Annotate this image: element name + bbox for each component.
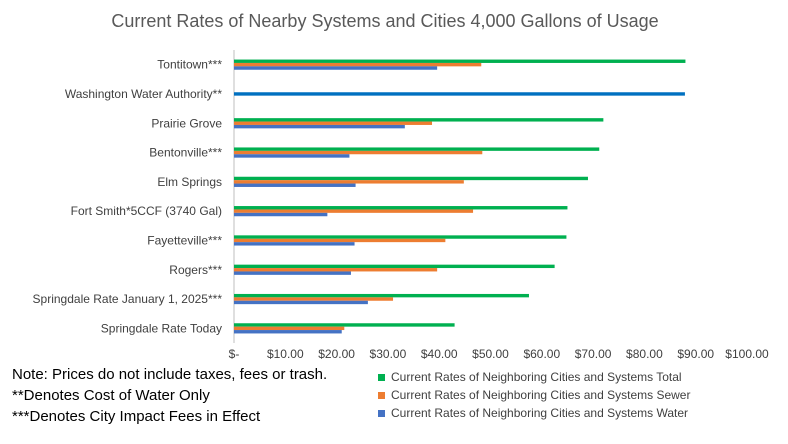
legend-label-water: Current Rates of Neighboring Cities and …	[391, 406, 689, 420]
bar-water-tontitown	[234, 66, 438, 70]
legend-swatch-total	[378, 373, 385, 381]
chart-title: Current Rates of Nearby Systems and Citi…	[111, 11, 658, 31]
x-tick-label: $-	[229, 347, 240, 361]
bar-total-fort-smith-5ccf-3740-gal	[234, 206, 568, 210]
bar-total-tontitown	[234, 59, 686, 63]
bar-sewer-rogers	[234, 268, 438, 272]
category-labels: Tontitown*** Washington Water Authority**…	[33, 58, 223, 336]
bars-layer	[234, 59, 686, 334]
bar-water-fayetteville	[234, 242, 355, 246]
bar-water-elm-springs	[234, 183, 356, 187]
bar-sewer-bentonville	[234, 150, 483, 155]
bar-sewer-elm-springs	[234, 180, 464, 184]
x-tick-label: $100.00	[725, 347, 769, 361]
bar-total-rogers	[234, 264, 555, 269]
category-label-springdale-rate-january-1-2025: Springdale Rate January 1, 2025***	[33, 292, 223, 306]
bar-water-fort-smith-5ccf-3740-gal	[234, 212, 328, 217]
x-tick-label: $70.00	[575, 347, 612, 361]
bar-sewer-prairie-grove	[234, 121, 433, 125]
category-label-washington-water-authority: Washington Water Authority**	[65, 87, 223, 101]
x-tick-label: $50.00	[472, 347, 509, 361]
bar-total-fayetteville	[234, 235, 567, 239]
bar-sewer-fort-smith-5ccf-3740-gal	[234, 209, 474, 213]
legend-label-sewer: Current Rates of Neighboring Cities and …	[391, 388, 691, 402]
legend-label-total: Current Rates of Neighboring Cities and …	[391, 370, 682, 384]
category-label-elm-springs: Elm Springs	[157, 175, 222, 189]
bar-water-rogers	[234, 271, 351, 275]
category-label-fayetteville: Fayetteville***	[147, 233, 222, 247]
x-tick-label: $10.00	[267, 347, 304, 361]
legend-item-sewer: Current Rates of Neighboring Cities and …	[378, 386, 690, 404]
legend-swatch-sewer	[378, 391, 385, 399]
bar-water-springdale-rate-today	[234, 330, 342, 334]
bar-water-prairie-grove	[234, 124, 405, 129]
x-axis-ticks: $- $10.00 $20.00 $30.00 $40.00 $50.00 $60.00 $7…	[229, 347, 769, 361]
bar-water-springdale-rate-january-1-2025	[234, 300, 368, 305]
bar-sewer-tontitown	[234, 62, 482, 67]
category-label-springdale-rate-today: Springdale Rate Today	[101, 321, 222, 335]
category-label-prairie-grove: Prairie Grove	[151, 116, 222, 130]
bar-water-bentonville	[234, 154, 350, 158]
bar-sewer-springdale-rate-january-1-2025	[234, 297, 394, 301]
bar-total-elm-springs	[234, 176, 588, 181]
x-tick-label: $60.00	[523, 347, 560, 361]
x-tick-label: $40.00	[421, 347, 458, 361]
bar-total-springdale-rate-today	[234, 323, 455, 327]
x-tick-label: $80.00	[626, 347, 663, 361]
legend-item-total: Current Rates of Neighboring Cities and …	[378, 368, 690, 386]
x-tick-label: $30.00	[370, 347, 407, 361]
bar-water-washington-water-authority	[234, 92, 685, 96]
bar-total-bentonville	[234, 147, 600, 151]
category-label-bentonville: Bentonville***	[149, 146, 222, 160]
category-label-fort-smith-5ccf-3740-gal: Fort Smith*5CCF (3740 Gal)	[71, 204, 222, 218]
bar-total-prairie-grove	[234, 118, 604, 122]
category-label-tontitown: Tontitown***	[157, 58, 222, 72]
legend-swatch-water	[378, 409, 385, 417]
note-impact-fees: ***Denotes City Impact Fees in Effect	[12, 408, 261, 425]
chart-legend: Current Rates of Neighboring Cities and …	[378, 368, 690, 422]
note-water-only: **Denotes Cost of Water Only	[12, 387, 210, 404]
x-tick-label: $20.00	[318, 347, 355, 361]
x-tick-label: $90.00	[677, 347, 714, 361]
notes-block: Note: Prices do not include taxes, fees …	[12, 364, 327, 427]
bar-sewer-fayetteville	[234, 238, 446, 243]
legend-item-water: Current Rates of Neighboring Cities and …	[378, 404, 690, 422]
category-label-rogers: Rogers***	[169, 263, 222, 277]
bar-total-springdale-rate-january-1-2025	[234, 293, 529, 298]
note-taxes: Note: Prices do not include taxes, fees …	[12, 366, 328, 383]
bar-sewer-springdale-rate-today	[234, 326, 345, 331]
